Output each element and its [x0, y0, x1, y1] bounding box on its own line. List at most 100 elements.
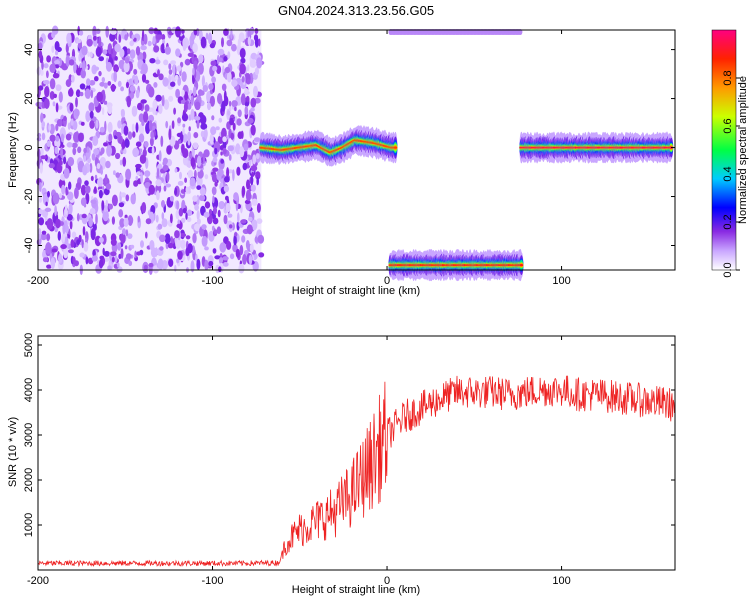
noise-blob	[162, 77, 169, 87]
noise-blob	[209, 95, 215, 107]
noise-blob	[141, 202, 147, 214]
noise-blob	[38, 50, 43, 60]
x-tick-label: -100	[202, 575, 224, 587]
noise-blob	[41, 230, 47, 235]
y-tick-label: 20	[23, 92, 35, 104]
noise-blob	[80, 184, 87, 196]
noise-blob	[168, 74, 172, 84]
noise-blob	[204, 246, 209, 251]
noise-blob	[244, 105, 249, 116]
noise-blob	[227, 110, 231, 116]
noise-blob	[57, 231, 61, 241]
noise-blob	[159, 246, 164, 251]
noise-blob	[68, 88, 74, 97]
noise-blob	[244, 199, 251, 205]
noise-blob	[88, 217, 93, 228]
noise-blob	[110, 238, 117, 246]
noise-blob	[114, 56, 118, 61]
colorbar-gradient	[711, 29, 737, 271]
noise-blob	[129, 85, 136, 93]
noise-blob	[254, 28, 259, 34]
noise-blob	[85, 256, 89, 265]
noise-blob	[153, 82, 158, 88]
noise-blob	[94, 76, 99, 82]
noise-blob	[79, 91, 84, 97]
noise-blob	[188, 126, 191, 132]
noise-blob	[56, 119, 63, 127]
noise-blob	[153, 45, 160, 53]
noise-blob	[227, 51, 231, 59]
noise-blob	[190, 108, 195, 121]
noise-blob	[59, 193, 62, 199]
noise-blob	[88, 80, 96, 86]
noise-blob	[251, 219, 258, 231]
noise-blob	[124, 138, 130, 148]
noise-blob	[224, 66, 231, 74]
noise-blob	[111, 256, 115, 263]
noise-blob	[193, 60, 198, 70]
noise-blob	[141, 119, 145, 127]
noise-blob	[148, 120, 153, 132]
noise-blob	[103, 205, 108, 213]
noise-blob	[256, 218, 263, 225]
noise-blob	[211, 76, 217, 83]
noise-blob	[181, 217, 186, 223]
noise-blob	[161, 212, 165, 220]
noise-blob	[169, 135, 176, 147]
noise-blob	[189, 177, 196, 187]
noise-blob	[188, 185, 191, 194]
noise-blob	[53, 93, 57, 99]
noise-blob	[145, 218, 152, 225]
noise-blob	[119, 218, 125, 228]
noise-blob	[167, 242, 174, 249]
noise-blob	[222, 262, 229, 267]
noise-blob	[225, 195, 229, 201]
noise-blob	[208, 83, 214, 90]
snr-x-axis-label: Height of straight line (km)	[292, 584, 420, 596]
noise-blob	[38, 42, 43, 51]
noise-blob	[231, 100, 238, 108]
noise-blob	[95, 46, 102, 58]
noise-blob	[199, 187, 206, 196]
noise-blob	[193, 29, 198, 36]
noise-blob	[99, 156, 106, 166]
noise-blob	[125, 168, 132, 181]
noise-blob	[231, 79, 238, 87]
figure-title: GN04.2024.313.23.56.G05	[278, 3, 434, 18]
noise-blob	[186, 209, 193, 217]
noise-blob	[135, 122, 139, 133]
noise-blob	[41, 121, 46, 128]
noise-blob	[177, 250, 183, 260]
noise-blob	[176, 200, 180, 210]
noise-blob	[192, 86, 197, 97]
noise-blob	[175, 48, 181, 57]
noise-blob	[169, 195, 175, 202]
noise-blob	[63, 116, 67, 122]
noise-blob	[237, 212, 240, 223]
noise-blob	[106, 145, 113, 157]
heatmap-cells	[35, 25, 674, 282]
noise-blob	[182, 127, 185, 136]
noise-blob	[182, 155, 188, 166]
noise-blob	[187, 243, 193, 254]
noise-blob	[150, 247, 158, 258]
noise-blob	[223, 56, 228, 62]
noise-blob	[204, 259, 209, 271]
noise-blob	[76, 39, 82, 44]
y-tick-label: -20	[23, 189, 35, 205]
noise-blob	[212, 195, 215, 204]
noise-blob	[119, 48, 125, 58]
noise-blob	[148, 184, 155, 195]
noise-blob	[256, 203, 261, 213]
y-tick-label: 3000	[23, 423, 35, 447]
noise-blob	[157, 223, 163, 230]
noise-blob	[61, 184, 66, 195]
noise-blob	[148, 262, 154, 268]
noise-blob	[49, 134, 56, 142]
noise-blob	[121, 139, 126, 152]
noise-blob	[178, 139, 182, 144]
spectrogram-x-ticks: -200 -100 0 100	[27, 30, 571, 287]
noise-blob	[220, 151, 223, 156]
noise-blob	[255, 153, 260, 160]
